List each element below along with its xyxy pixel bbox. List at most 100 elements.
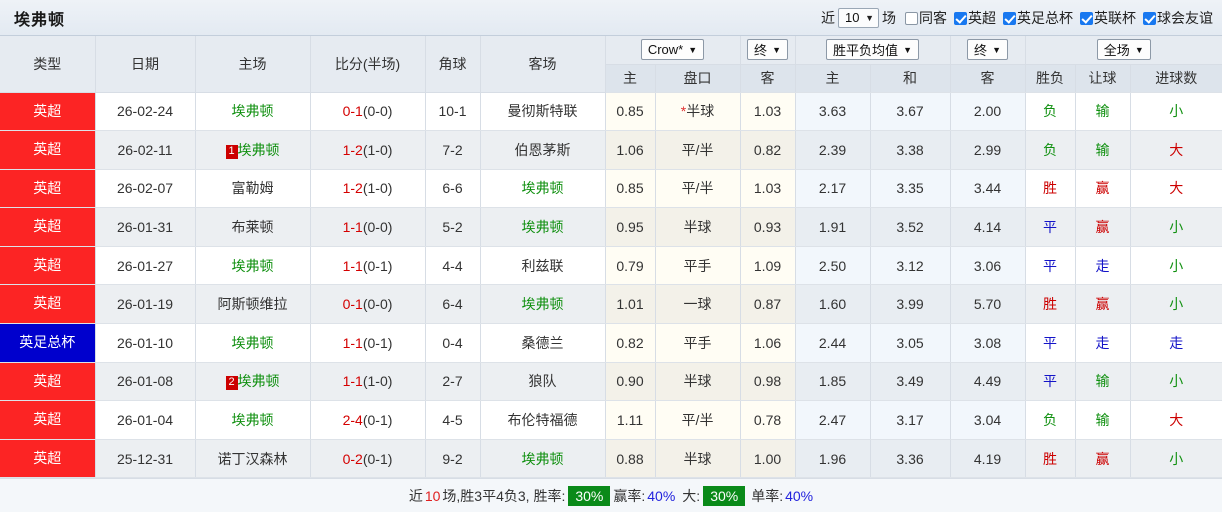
cell-away-team[interactable]: 利兹联 (480, 246, 606, 286)
cell-home-team[interactable]: 埃弗顿 (195, 92, 311, 132)
cell-league-type[interactable]: 英超 (0, 169, 96, 209)
filter-checkbox-friendly[interactable] (1143, 11, 1156, 25)
cell-odds-away: 3.44 (950, 169, 1026, 209)
col-header-result-wl: 胜负 (1025, 64, 1076, 93)
cell-away-team[interactable]: 狼队 (480, 362, 606, 402)
odds-stage-select[interactable]: 终 ▼ (967, 39, 1008, 61)
cell-odds-away: 4.14 (950, 207, 1026, 247)
odds-stage-select-cell[interactable]: 终 ▼ (950, 36, 1026, 65)
cell-score[interactable]: 0-2(0-1) (310, 439, 426, 479)
cell-score[interactable]: 1-1(0-1) (310, 246, 426, 286)
cell-score[interactable]: 1-1(1-0) (310, 362, 426, 402)
handicap-stage-select[interactable]: 终 ▼ (747, 39, 788, 61)
cell-home-team[interactable]: 阿斯顿维拉 (195, 284, 311, 325)
filter-checkbox-efl-cup[interactable] (1080, 11, 1093, 25)
away-team-name: 埃弗顿 (521, 450, 564, 467)
cell-corners: 0-4 (425, 323, 481, 363)
bookmaker-select[interactable]: Crow* ▼ (640, 39, 705, 61)
cell-away-team[interactable]: 曼彻斯特联 (480, 92, 606, 132)
cell-league-type[interactable]: 英超 (0, 439, 96, 479)
cell-league-type[interactable]: 英超 (0, 92, 96, 132)
cell-result-wl: 平 (1025, 246, 1076, 286)
cell-home-team[interactable]: 埃弗顿 (195, 323, 311, 363)
table-row[interactable]: 英足总杯 26-01-10 埃弗顿 1-1(0-1) 0-4 桑德兰 0.82 平手 1.06 2… (0, 323, 1222, 363)
table-row[interactable]: 英超 26-01-31 布莱顿 1-1(0-0) 5-2 埃弗顿 0.95 半球 0.93 1.9… (0, 207, 1222, 247)
cell-result-handicap: 走 (1075, 323, 1131, 363)
cell-away-team[interactable]: 布伦特福德 (480, 400, 606, 440)
cell-score[interactable]: 0-1(0-0) (310, 92, 426, 132)
panel-titlebar: 埃弗顿 近 10 ▼ 场 同客 英超 英足总杯 英联杯 球会友谊 (0, 0, 1222, 36)
cell-result-goals: 小 (1130, 246, 1222, 286)
scope-select[interactable]: 全场 ▼ (1096, 39, 1151, 61)
cell-home-team[interactable]: 埃弗顿 (195, 246, 311, 286)
same-venue-checkbox[interactable] (905, 11, 918, 25)
away-team-name: 伯恩茅斯 (514, 141, 571, 158)
recent-count-select-wrap[interactable]: 10 ▼ (838, 8, 879, 28)
cell-away-team[interactable]: 桑德兰 (480, 323, 606, 363)
cell-away-team[interactable]: 埃弗顿 (480, 439, 606, 479)
cell-away-team[interactable]: 埃弗顿 (480, 284, 606, 325)
table-row[interactable]: 英超 26-01-19 阿斯顿维拉 0-1(0-0) 6-4 埃弗顿 1.01 一球 0.87 1… (0, 284, 1222, 325)
table-row[interactable]: 英超 26-02-07 富勒姆 1-2(1-0) 6-6 埃弗顿 0.85 平/半 1.03 2.… (0, 169, 1222, 209)
cell-result-goals: 大 (1130, 400, 1222, 440)
table-row[interactable]: 英超 26-02-11 1 埃弗顿 1-2(1-0) 7-2 伯恩茅斯 1.06 平/半 0.82… (0, 130, 1222, 170)
cell-away-team[interactable]: 埃弗顿 (480, 207, 606, 247)
scope-select-cell[interactable]: 全场 ▼ (1025, 36, 1222, 65)
table-row[interactable]: 英超 26-01-04 埃弗顿 2-4(0-1) 4-5 布伦特福德 1.11 平/半 0.78… (0, 400, 1222, 440)
cell-home-team[interactable]: 2 埃弗顿 (195, 362, 311, 402)
cell-odds-draw: 3.52 (870, 207, 951, 247)
cell-league-type[interactable]: 英超 (0, 284, 96, 325)
cell-result-goals: 小 (1130, 439, 1222, 479)
cell-score[interactable]: 1-1(0-0) (310, 207, 426, 247)
cell-league-type[interactable]: 英超 (0, 130, 96, 170)
cell-result-handicap: 输 (1075, 400, 1131, 440)
scope-select-value: 全场 (1103, 43, 1130, 59)
asterisk-icon: * (680, 103, 687, 120)
cell-score[interactable]: 2-4(0-1) (310, 400, 426, 440)
score-halftime: (0-0) (362, 103, 393, 120)
cell-home-team[interactable]: 埃弗顿 (195, 400, 311, 440)
cell-result-wl: 胜 (1025, 169, 1076, 209)
col-header-away: 客场 (480, 36, 606, 93)
cell-handicap-home-odds: 0.88 (605, 439, 656, 479)
table-row[interactable]: 英超 26-01-08 2 埃弗顿 1-1(1-0) 2-7 狼队 0.90 半球 0.98 1.8… (0, 362, 1222, 402)
cell-odds-home: 2.47 (795, 400, 871, 440)
filter-checkbox-epl[interactable] (954, 11, 967, 25)
cell-away-team[interactable]: 伯恩茅斯 (480, 130, 606, 170)
cell-home-team[interactable]: 1 埃弗顿 (195, 130, 311, 170)
table-row[interactable]: 英超 26-01-27 埃弗顿 1-1(0-1) 4-4 利兹联 0.79 平手 1.09 2.5… (0, 246, 1222, 286)
cell-corners: 5-2 (425, 207, 481, 247)
cell-league-type[interactable]: 英超 (0, 362, 96, 402)
cell-league-type[interactable]: 英足总杯 (0, 323, 96, 363)
cell-away-team[interactable]: 埃弗顿 (480, 169, 606, 209)
filter-checkbox-fa-cup[interactable] (1003, 11, 1016, 25)
cell-score[interactable]: 0-1(0-0) (310, 284, 426, 325)
cell-league-type[interactable]: 英超 (0, 207, 96, 247)
cell-odds-away: 2.99 (950, 130, 1026, 170)
cell-handicap-line: 平/半 (655, 130, 741, 170)
table-row[interactable]: 英超 26-02-24 埃弗顿 0-1(0-0) 10-1 曼彻斯特联 0.85 *半球 1.0… (0, 92, 1222, 132)
cell-score[interactable]: 1-2(1-0) (310, 130, 426, 170)
cell-home-team[interactable]: 富勒姆 (195, 169, 311, 209)
score-halftime: (0-1) (362, 450, 393, 467)
cell-odds-home: 2.17 (795, 169, 871, 209)
score-halftime: (1-0) (362, 141, 393, 158)
bookmaker-select-cell[interactable]: Crow* ▼ (605, 36, 741, 65)
cell-score[interactable]: 1-1(0-1) (310, 323, 426, 363)
table-row[interactable]: 英超 25-12-31 诺丁汉森林 0-2(0-1) 9-2 埃弗顿 0.88 半球 1.00 1… (0, 439, 1222, 479)
handicap-stage-select-cell[interactable]: 终 ▼ (740, 36, 796, 65)
recent-count-select[interactable]: 10 (838, 8, 879, 28)
cell-date: 26-01-19 (95, 284, 196, 325)
cell-home-team[interactable]: 诺丁汉森林 (195, 439, 311, 479)
cell-league-type[interactable]: 英超 (0, 400, 96, 440)
cell-handicap-line: 平手 (655, 323, 741, 363)
cell-home-team[interactable]: 布莱顿 (195, 207, 311, 247)
matches-label: 场 (882, 10, 896, 26)
cell-league-type[interactable]: 英超 (0, 246, 96, 286)
odds-type-select[interactable]: 胜平负均值 ▼ (826, 39, 919, 61)
cell-date: 26-02-11 (95, 130, 196, 170)
cell-score[interactable]: 1-2(1-0) (310, 169, 426, 209)
score-fulltime: 0-2 (342, 450, 363, 467)
col-header-hand-away: 客 (740, 64, 796, 93)
odds-type-select-cell[interactable]: 胜平负均值 ▼ (795, 36, 951, 65)
